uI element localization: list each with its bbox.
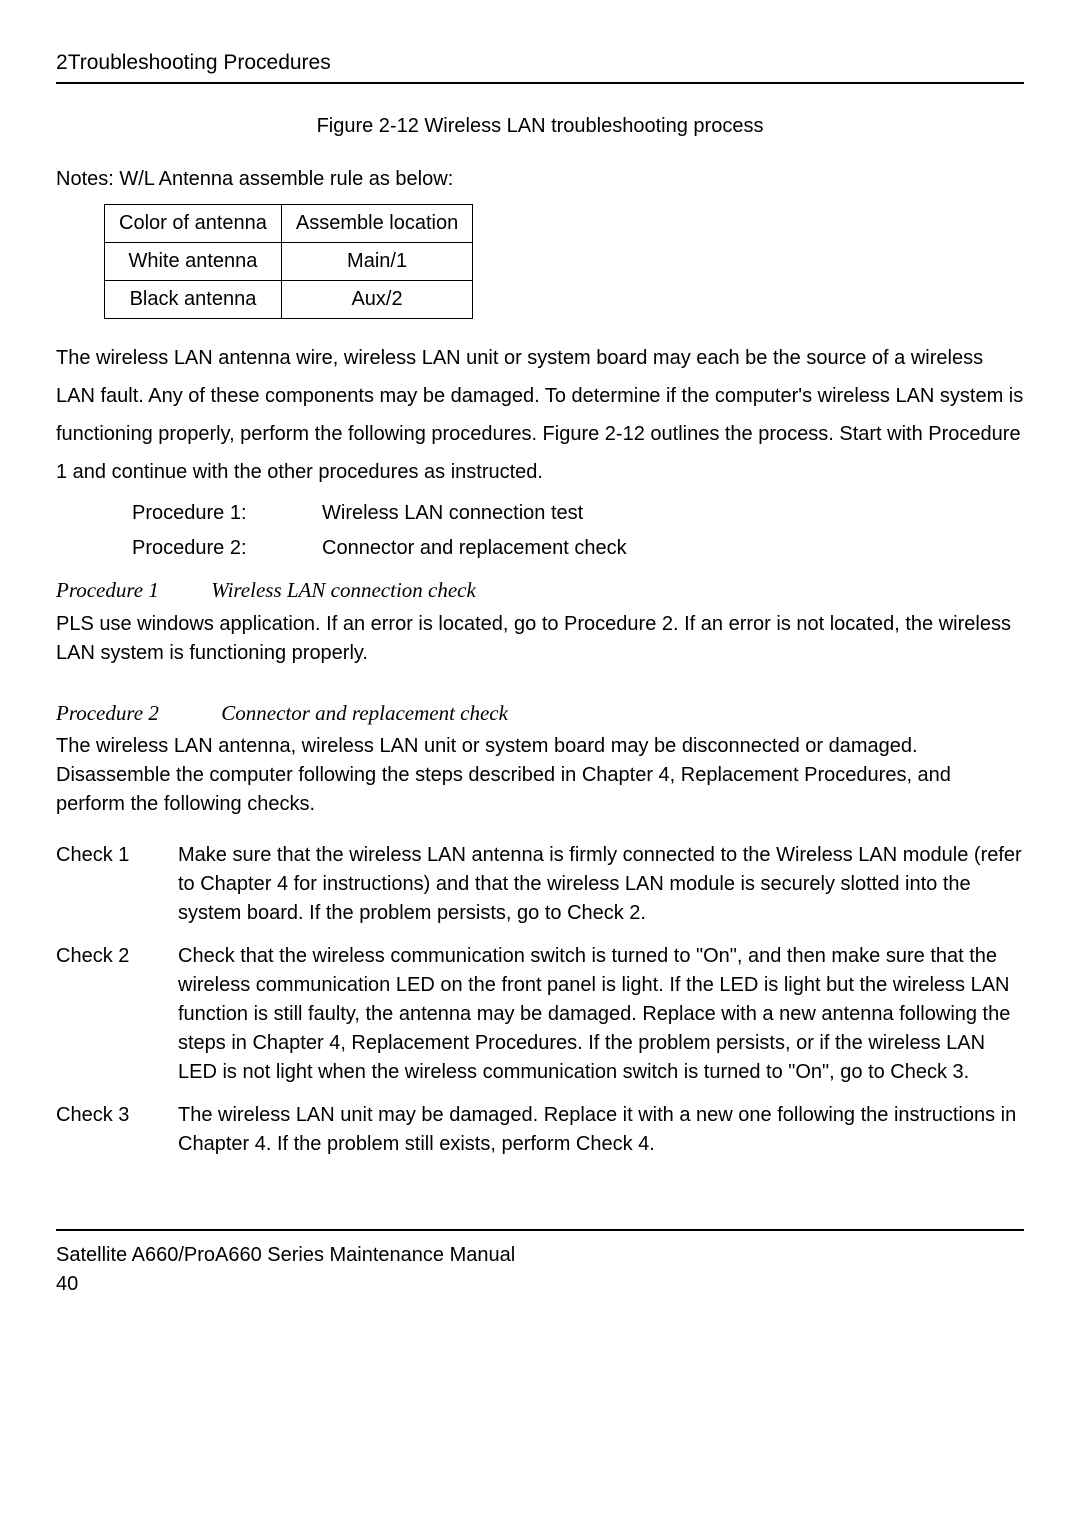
procedure-text: Wireless LAN connection test	[322, 499, 583, 528]
check-text: Check that the wireless communication sw…	[178, 942, 1024, 1087]
procedure2-body: The wireless LAN antenna, wireless LAN u…	[56, 732, 1024, 819]
procedure-label: Procedure 2:	[132, 534, 322, 563]
check-item: Check 2 Check that the wireless communic…	[56, 942, 1024, 1087]
figure-caption: Figure 2-12 Wireless LAN troubleshooting…	[56, 112, 1024, 141]
procedure-label: Procedure 1:	[132, 499, 322, 528]
page-header: 2Troubleshooting Procedures	[56, 48, 1024, 84]
check-text: The wireless LAN unit may be damaged. Re…	[178, 1101, 1024, 1159]
heading-label: Procedure 2	[56, 698, 216, 728]
notes-label: Notes: W/L Antenna assemble rule as belo…	[56, 165, 1024, 194]
page-footer: Satellite A660/ProA660 Series Maintenanc…	[56, 1229, 1024, 1299]
table-cell: White antenna	[105, 243, 282, 281]
chapter-number: 2	[56, 51, 68, 74]
table-row: Black antenna Aux/2	[105, 281, 473, 319]
page-number: 40	[56, 1270, 1024, 1299]
list-item: Procedure 1: Wireless LAN connection tes…	[132, 499, 1024, 528]
table-header: Assemble location	[281, 205, 472, 243]
procedure-list: Procedure 1: Wireless LAN connection tes…	[132, 499, 1024, 563]
table-cell: Aux/2	[281, 281, 472, 319]
table-row: Color of antenna Assemble location	[105, 205, 473, 243]
heading-title: Wireless LAN connection check	[211, 578, 476, 602]
list-item: Procedure 2: Connector and replacement c…	[132, 534, 1024, 563]
intro-paragraph: The wireless LAN antenna wire, wireless …	[56, 339, 1024, 491]
table-cell: Black antenna	[105, 281, 282, 319]
check-item: Check 1 Make sure that the wireless LAN …	[56, 841, 1024, 928]
procedure-text: Connector and replacement check	[322, 534, 627, 563]
heading-label: Procedure 1	[56, 575, 206, 605]
table-cell: Main/1	[281, 243, 472, 281]
check-label: Check 3	[56, 1101, 178, 1159]
chapter-title: Troubleshooting Procedures	[68, 51, 331, 74]
check-item: Check 3 The wireless LAN unit may be dam…	[56, 1101, 1024, 1159]
check-label: Check 1	[56, 841, 178, 928]
footer-title: Satellite A660/ProA660 Series Maintenanc…	[56, 1241, 1024, 1270]
check-text: Make sure that the wireless LAN antenna …	[178, 841, 1024, 928]
procedure2-heading: Procedure 2 Connector and replacement ch…	[56, 698, 1024, 728]
table-row: White antenna Main/1	[105, 243, 473, 281]
heading-title: Connector and replacement check	[221, 701, 508, 725]
procedure1-body: PLS use windows application. If an error…	[56, 610, 1024, 668]
check-label: Check 2	[56, 942, 178, 1087]
antenna-table: Color of antenna Assemble location White…	[104, 204, 473, 319]
procedure1-heading: Procedure 1 Wireless LAN connection chec…	[56, 575, 1024, 605]
table-header: Color of antenna	[105, 205, 282, 243]
